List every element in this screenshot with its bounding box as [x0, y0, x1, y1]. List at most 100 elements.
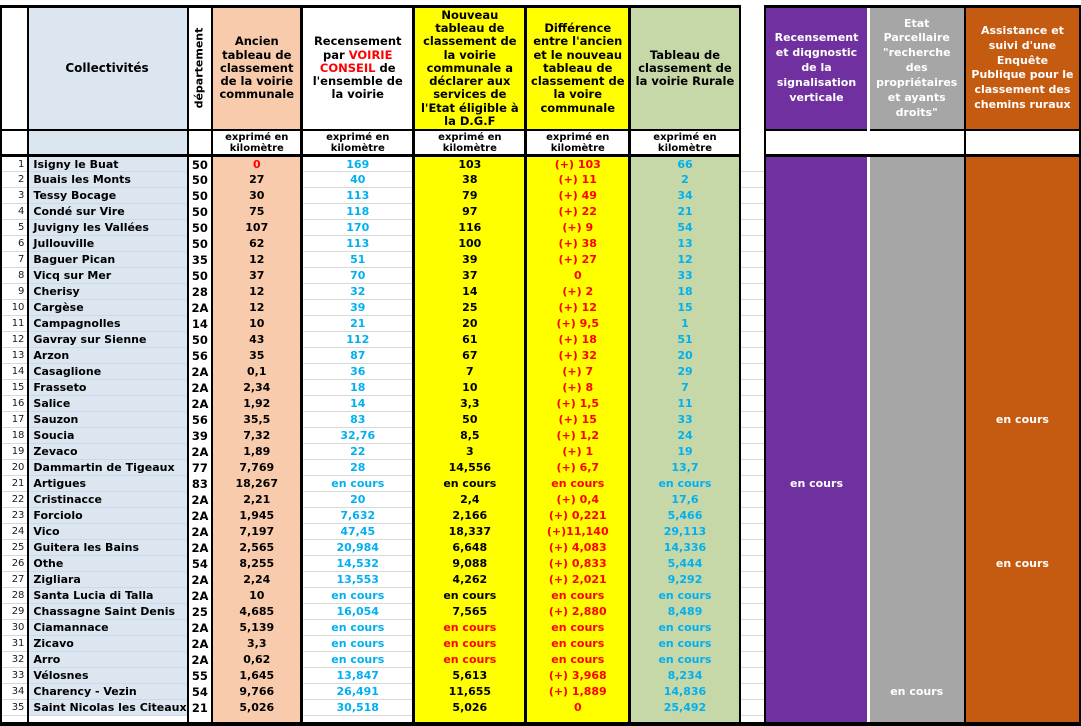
- spacer-cell[interactable]: [739, 347, 767, 365]
- row-number[interactable]: 33: [0, 667, 30, 685]
- parcellaire-status[interactable]: [866, 715, 965, 726]
- signalisation-status[interactable]: [765, 491, 869, 508]
- parcellaire-status[interactable]: [866, 443, 965, 460]
- recensement-value[interactable]: 39: [301, 299, 416, 317]
- enquete-status[interactable]: [963, 251, 1081, 268]
- signalisation-status[interactable]: [765, 587, 869, 604]
- ancien-value[interactable]: 10: [212, 587, 304, 604]
- row-number[interactable]: 27: [0, 571, 30, 589]
- recensement-value[interactable]: 26,491: [301, 683, 416, 701]
- departement-code[interactable]: 55: [187, 667, 214, 684]
- collectivite-name[interactable]: Zevaco: [28, 443, 189, 461]
- header-collectivites[interactable]: Collectivités: [28, 4, 189, 131]
- recensement-value[interactable]: 22: [301, 443, 416, 461]
- recensement-value[interactable]: 36: [301, 363, 416, 381]
- departement-code[interactable]: 2A: [187, 523, 214, 540]
- parcellaire-status[interactable]: [866, 315, 965, 332]
- signalisation-status[interactable]: [765, 363, 869, 380]
- collectivite-name[interactable]: Isigny le Buat: [28, 155, 189, 173]
- row-number[interactable]: 9: [0, 283, 30, 301]
- parcellaire-status[interactable]: [866, 523, 965, 540]
- ancien-value[interactable]: 1,89: [212, 443, 304, 460]
- difference-value[interactable]: 0: [525, 267, 632, 284]
- nouveau-value[interactable]: 61: [413, 331, 528, 348]
- ancien-value[interactable]: 9,766: [212, 683, 304, 700]
- ancien-value[interactable]: 30: [212, 187, 304, 204]
- recensement-value[interactable]: 20: [301, 491, 416, 509]
- collectivite-name[interactable]: Baguer Pican: [28, 251, 189, 269]
- difference-value[interactable]: (+) 32: [525, 347, 632, 364]
- spacer-cell[interactable]: [739, 219, 767, 237]
- departement-code[interactable]: [187, 715, 214, 726]
- difference-value[interactable]: en cours: [525, 587, 632, 604]
- parcellaire-status[interactable]: [866, 171, 965, 188]
- rurale-value[interactable]: en cours: [629, 475, 741, 492]
- parcellaire-status[interactable]: [866, 427, 965, 444]
- row-number[interactable]: 3: [0, 187, 30, 205]
- spacer-cell[interactable]: [739, 603, 767, 621]
- parcellaire-status[interactable]: [866, 651, 965, 668]
- collectivite-name[interactable]: [28, 715, 189, 726]
- nouveau-value[interactable]: 5,026: [413, 699, 528, 716]
- row-number[interactable]: 20: [0, 459, 30, 477]
- row-number[interactable]: 35: [0, 699, 30, 717]
- recensement-value[interactable]: 170: [301, 219, 416, 237]
- collectivite-name[interactable]: Saint Nicolas les Citeaux: [28, 699, 189, 717]
- collectivite-name[interactable]: Ciamannace: [28, 619, 189, 637]
- signalisation-status[interactable]: [765, 651, 869, 668]
- difference-value[interactable]: (+) 1,2: [525, 427, 632, 444]
- rurale-value[interactable]: en cours: [629, 587, 741, 604]
- rurale-value[interactable]: en cours: [629, 651, 741, 668]
- recensement-value[interactable]: 40: [301, 171, 416, 189]
- difference-value[interactable]: en cours: [525, 651, 632, 668]
- rurale-value[interactable]: 54: [629, 219, 741, 236]
- signalisation-status[interactable]: en cours: [765, 475, 869, 492]
- row-number[interactable]: 30: [0, 619, 30, 637]
- rurale-value[interactable]: 20: [629, 347, 741, 364]
- parcellaire-status[interactable]: [866, 699, 965, 716]
- difference-value[interactable]: (+) 27: [525, 251, 632, 268]
- collectivite-name[interactable]: Forciolo: [28, 507, 189, 525]
- spacer-cell[interactable]: [739, 587, 767, 605]
- collectivite-name[interactable]: Guitera les Bains: [28, 539, 189, 557]
- departement-code[interactable]: 2A: [187, 507, 214, 524]
- ancien-value[interactable]: 27: [212, 171, 304, 188]
- collectivite-name[interactable]: Frasseto: [28, 379, 189, 397]
- ancien-value[interactable]: 2,24: [212, 571, 304, 588]
- departement-code[interactable]: 2A: [187, 491, 214, 508]
- ancien-value[interactable]: 1,92: [212, 395, 304, 412]
- rurale-value[interactable]: 9,292: [629, 571, 741, 588]
- departement-code[interactable]: 54: [187, 555, 214, 572]
- difference-value[interactable]: (+) 8: [525, 379, 632, 396]
- parcellaire-status[interactable]: [866, 603, 965, 620]
- enquete-status[interactable]: [963, 187, 1081, 204]
- spacer-cell[interactable]: [739, 571, 767, 589]
- unit-recensement[interactable]: exprimé en kilomètre: [301, 129, 416, 158]
- parcellaire-status[interactable]: [866, 219, 965, 236]
- parcellaire-status[interactable]: [866, 299, 965, 316]
- recensement-value[interactable]: 169: [301, 155, 416, 173]
- collectivite-name[interactable]: Soucia: [28, 427, 189, 445]
- unit-empty-cell[interactable]: [28, 129, 189, 158]
- nouveau-value[interactable]: en cours: [413, 475, 528, 492]
- header-departement[interactable]: département: [187, 4, 214, 131]
- nouveau-value[interactable]: 6,648: [413, 539, 528, 556]
- spacer-cell[interactable]: [739, 715, 767, 726]
- parcellaire-status[interactable]: [866, 539, 965, 556]
- difference-value[interactable]: (+) 2,021: [525, 571, 632, 588]
- difference-value[interactable]: (+) 6,7: [525, 459, 632, 476]
- collectivite-name[interactable]: Zicavo: [28, 635, 189, 653]
- collectivite-name[interactable]: Casaglione: [28, 363, 189, 381]
- enquete-status[interactable]: [963, 155, 1081, 172]
- collectivite-name[interactable]: Cherisy: [28, 283, 189, 301]
- nouveau-value[interactable]: 100: [413, 235, 528, 252]
- unit-rurale[interactable]: exprimé en kilomètre: [629, 129, 741, 158]
- unit-difference[interactable]: exprimé en kilomètre: [525, 129, 632, 158]
- parcellaire-status[interactable]: [866, 411, 965, 428]
- difference-value[interactable]: (+) 49: [525, 187, 632, 204]
- enquete-status[interactable]: [963, 459, 1081, 476]
- enquete-status[interactable]: [963, 347, 1081, 364]
- row-number[interactable]: 18: [0, 427, 30, 445]
- departement-code[interactable]: 2A: [187, 619, 214, 636]
- enquete-status[interactable]: [963, 683, 1081, 700]
